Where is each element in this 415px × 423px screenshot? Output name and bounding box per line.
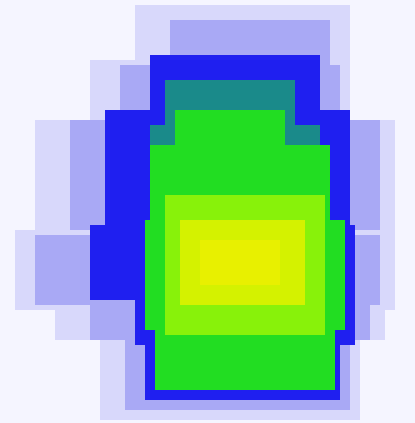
page: [0, 0, 415, 423]
heatmap-image: [0, 0, 415, 423]
yellow-core: [180, 220, 305, 305]
